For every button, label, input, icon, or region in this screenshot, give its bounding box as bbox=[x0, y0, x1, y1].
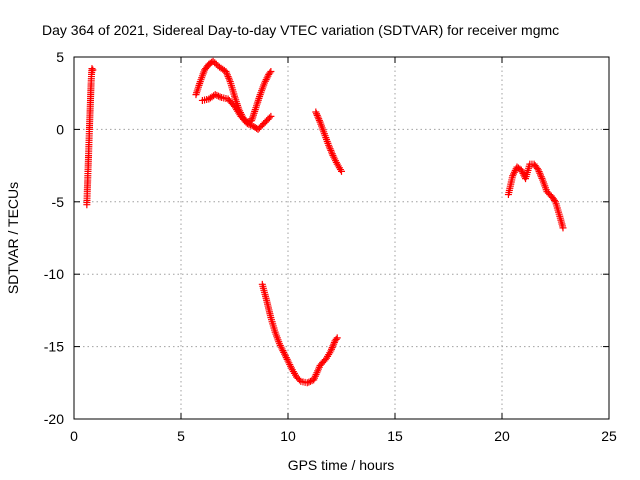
data-point bbox=[225, 74, 233, 82]
data-point bbox=[216, 93, 224, 101]
data-point bbox=[214, 92, 222, 100]
data-point bbox=[328, 148, 336, 156]
data-point bbox=[89, 66, 97, 74]
x-tick-label: 10 bbox=[280, 428, 296, 444]
data-point bbox=[326, 145, 334, 153]
data-point bbox=[88, 65, 96, 73]
series-track-6 bbox=[504, 160, 567, 232]
data-point bbox=[328, 344, 336, 352]
data-series bbox=[83, 57, 567, 387]
ticks: 0 5 10 15 20 25 -20 -15 -10 -5 0 5 bbox=[44, 49, 617, 444]
x-tick-label: 20 bbox=[494, 428, 510, 444]
x-tick-label: 25 bbox=[601, 428, 617, 444]
x-tick-label: 0 bbox=[70, 428, 78, 444]
y-axis-label: SDTVAR / TECUs bbox=[5, 182, 21, 294]
data-point bbox=[315, 115, 323, 123]
data-point bbox=[325, 141, 333, 149]
data-point bbox=[330, 340, 338, 348]
data-point bbox=[266, 69, 274, 77]
data-point bbox=[314, 113, 322, 121]
data-point bbox=[535, 168, 543, 176]
data-point bbox=[328, 345, 336, 353]
data-point bbox=[223, 69, 231, 77]
data-point bbox=[313, 110, 321, 118]
data-point bbox=[550, 196, 558, 204]
series-track-4 bbox=[312, 108, 345, 175]
y-tick-label: -10 bbox=[44, 266, 64, 282]
x-axis-label: GPS time / hours bbox=[288, 457, 395, 473]
data-point bbox=[305, 378, 313, 386]
data-point bbox=[267, 112, 275, 120]
series-track-3 bbox=[198, 91, 275, 133]
x-tick-label: 5 bbox=[177, 428, 185, 444]
series-track-1 bbox=[83, 65, 97, 209]
data-point bbox=[226, 76, 234, 84]
data-point bbox=[223, 71, 231, 79]
data-point bbox=[213, 91, 221, 99]
x-tick-label: 15 bbox=[387, 428, 403, 444]
data-point bbox=[295, 376, 303, 384]
data-point bbox=[536, 169, 544, 177]
data-point bbox=[534, 166, 542, 174]
data-point bbox=[312, 108, 320, 116]
data-point bbox=[248, 122, 256, 130]
y-tick-label: 0 bbox=[56, 121, 64, 137]
data-point bbox=[537, 173, 545, 181]
data-point bbox=[303, 379, 311, 387]
data-point bbox=[267, 67, 275, 75]
plot-frame bbox=[73, 56, 610, 420]
data-point bbox=[338, 167, 345, 175]
chart-title: Day 364 of 2021, Sidereal Day-to-day VTE… bbox=[42, 22, 559, 38]
data-point bbox=[327, 347, 335, 355]
data-point bbox=[315, 116, 323, 124]
data-point bbox=[332, 335, 340, 343]
y-tick-label: 5 bbox=[56, 49, 64, 65]
data-point bbox=[333, 334, 341, 342]
y-tick-label: -20 bbox=[44, 411, 64, 427]
data-point bbox=[537, 171, 545, 179]
data-point bbox=[328, 150, 336, 158]
data-point bbox=[265, 114, 273, 122]
data-point bbox=[211, 91, 219, 99]
data-point bbox=[224, 73, 232, 81]
data-point bbox=[559, 224, 567, 232]
data-point bbox=[243, 120, 251, 128]
data-point bbox=[222, 67, 230, 75]
data-point bbox=[245, 120, 253, 128]
data-point bbox=[329, 342, 337, 350]
y-tick-label: -15 bbox=[44, 339, 64, 355]
data-point bbox=[538, 174, 546, 182]
data-point bbox=[313, 111, 321, 119]
data-point bbox=[306, 377, 314, 385]
data-point bbox=[327, 146, 335, 154]
data-point bbox=[325, 143, 333, 151]
y-tick-label: -5 bbox=[52, 194, 65, 210]
data-point bbox=[247, 121, 255, 129]
series-track-5 bbox=[258, 280, 341, 387]
